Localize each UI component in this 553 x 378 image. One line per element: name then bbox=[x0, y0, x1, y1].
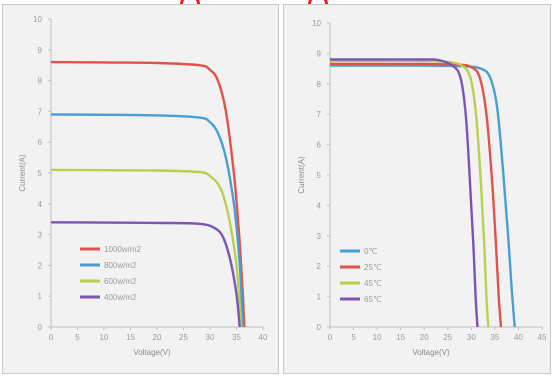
x-tick-label: 25 bbox=[443, 333, 452, 342]
y-tick-label: 1 bbox=[317, 293, 322, 302]
iv-chart-irradiance: 0 1 2 3 4 5 6 7 8 9 10 0 5 10 15 20 25 30 35 40 Voltage(V) Cu… bbox=[18, 15, 268, 357]
x-axis-label: Voltage(V) bbox=[133, 348, 171, 357]
y-tick-label: 6 bbox=[317, 141, 322, 150]
x-tick-label: 5 bbox=[75, 333, 80, 342]
series-line-1 bbox=[50, 113, 245, 328]
y-tick-label: 2 bbox=[317, 262, 322, 271]
series-line-2 bbox=[50, 168, 243, 328]
y-tick-label: 9 bbox=[38, 46, 43, 55]
legend-label: 65℃ bbox=[364, 295, 382, 304]
y-tick-label: 0 bbox=[38, 323, 43, 332]
series-line-3 bbox=[50, 221, 241, 328]
legend-label: 1000w/m2 bbox=[104, 245, 141, 254]
y-tick-label: 5 bbox=[317, 171, 322, 180]
y-axis-label: Current(A) bbox=[18, 154, 27, 192]
x-tick-label: 5 bbox=[351, 333, 356, 342]
x-tick-label: 40 bbox=[514, 333, 523, 342]
x-tick-label: 35 bbox=[232, 333, 241, 342]
x-tick-label: 15 bbox=[126, 333, 135, 342]
x-tick-label: 35 bbox=[490, 333, 499, 342]
series-line-0 bbox=[50, 60, 246, 328]
x-tick-label: 0 bbox=[328, 333, 333, 342]
y-tick-label: 4 bbox=[38, 200, 43, 209]
y-tick-label: 2 bbox=[38, 261, 43, 270]
y-tick-label: 3 bbox=[317, 232, 322, 241]
legend-label: 400w/m2 bbox=[104, 293, 137, 302]
series-line-2 bbox=[330, 59, 490, 328]
x-tick-label: 30 bbox=[467, 333, 476, 342]
legend-label: 600w/m2 bbox=[104, 277, 137, 286]
y-tick-label: 0 bbox=[317, 323, 322, 332]
y-tick-label: 7 bbox=[317, 110, 322, 119]
y-tick-label: 4 bbox=[317, 201, 322, 210]
x-tick-label: 15 bbox=[396, 333, 405, 342]
legend-label: 800w/m2 bbox=[104, 261, 137, 270]
y-tick-label: 7 bbox=[38, 107, 43, 116]
series-line-1 bbox=[330, 62, 503, 328]
series-line-3 bbox=[330, 58, 479, 328]
x-tick-label: 20 bbox=[420, 333, 429, 342]
x-tick-label: 45 bbox=[538, 333, 547, 342]
y-tick-label: 8 bbox=[317, 80, 322, 89]
x-tick-label: 30 bbox=[206, 333, 215, 342]
legend-label: 25℃ bbox=[364, 263, 382, 272]
y-tick-label: 8 bbox=[38, 77, 43, 86]
chart-panel-irradiance: 0 1 2 3 4 5 6 7 8 9 10 0 5 10 15 20 25 30 35 40 Voltage(V) Cu… bbox=[2, 4, 279, 374]
series-line-0 bbox=[329, 64, 516, 328]
chart-panel-temperature: 0 1 2 3 4 5 6 7 8 9 10 0 5 10 15 20 25 30 35 40 45 Voltage(V)… bbox=[283, 4, 551, 374]
x-tick-label: 20 bbox=[153, 333, 162, 342]
legend-label: 45℃ bbox=[364, 279, 382, 288]
y-tick-label: 9 bbox=[317, 49, 322, 58]
legend-label: 0℃ bbox=[364, 247, 377, 256]
x-tick-label: 25 bbox=[179, 333, 188, 342]
y-tick-label: 6 bbox=[38, 138, 43, 147]
x-tick-label: 40 bbox=[259, 333, 268, 342]
x-tick-label: 10 bbox=[100, 333, 109, 342]
y-tick-label: 3 bbox=[38, 231, 43, 240]
y-tick-label: 10 bbox=[33, 15, 42, 24]
x-tick-label: 10 bbox=[373, 333, 382, 342]
x-tick-label: 0 bbox=[49, 333, 54, 342]
y-axis-label: Current(A) bbox=[297, 156, 306, 194]
x-axis-label: Voltage(V) bbox=[412, 348, 450, 357]
y-tick-label: 1 bbox=[38, 292, 43, 301]
y-tick-label: 5 bbox=[38, 169, 43, 178]
y-tick-label: 10 bbox=[312, 19, 321, 28]
